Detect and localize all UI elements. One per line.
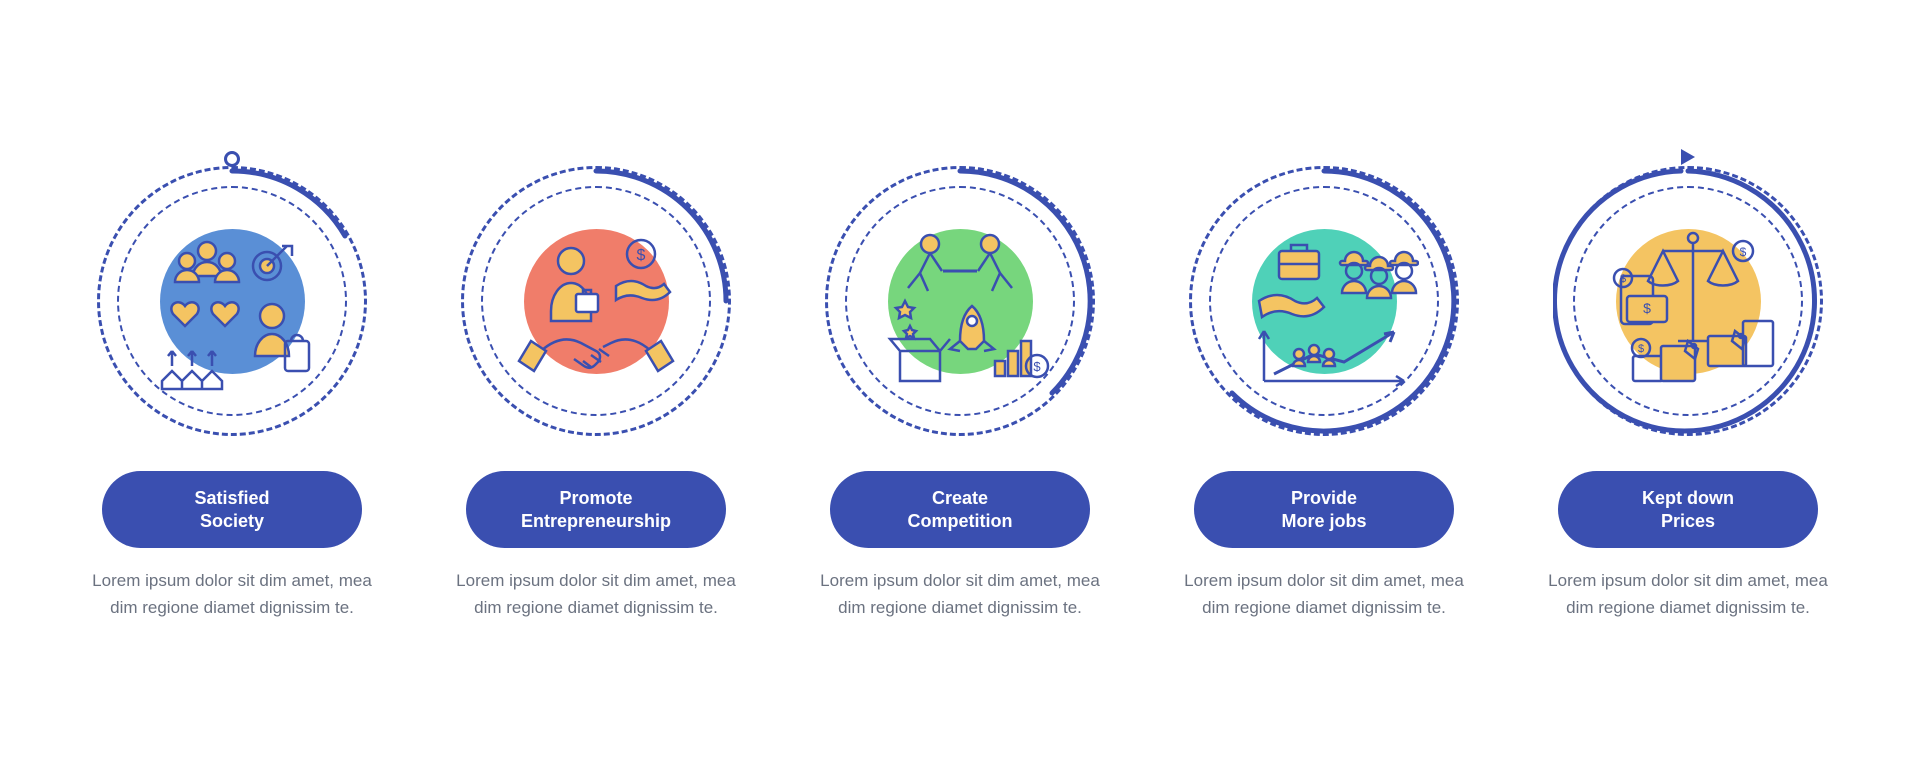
description-text: Lorem ipsum dolor sit dim amet, mea dim … (820, 568, 1100, 621)
title-line1: Promote (492, 487, 700, 510)
title-line1: Provide (1220, 487, 1428, 510)
infographic-item-promote-entrepreneurship: $ Promote Entrepreneurship Lorem ipsum d… (444, 161, 748, 621)
infographic-item-kept-down-prices: $ $ $ $ (1536, 161, 1840, 621)
title-line2: Competition (856, 510, 1064, 533)
svg-text:$: $ (1740, 245, 1747, 259)
society-icon (137, 206, 327, 396)
infographic-item-satisfied-society: Satisfied Society Lorem ipsum dolor sit … (80, 161, 384, 621)
svg-text:$: $ (1643, 300, 1651, 316)
title-line2: Society (128, 510, 336, 533)
infographic-item-create-competition: $ Create Competition Lorem ipsum dolor s… (808, 161, 1112, 621)
svg-text:$: $ (637, 247, 646, 264)
description-text: Lorem ipsum dolor sit dim amet, mea dim … (1184, 568, 1464, 621)
circle-wrap: $ $ $ $ (1548, 161, 1828, 441)
svg-text:$: $ (1620, 273, 1626, 285)
end-arrow-icon (1681, 149, 1695, 165)
prices-icon: $ $ $ $ (1593, 206, 1783, 396)
circle-wrap (92, 161, 372, 441)
title-pill: Promote Entrepreneurship (466, 471, 726, 548)
title-line1: Kept down (1584, 487, 1792, 510)
circle-wrap: $ (820, 161, 1100, 441)
title-line2: Entrepreneurship (492, 510, 700, 533)
description-text: Lorem ipsum dolor sit dim amet, mea dim … (456, 568, 736, 621)
competition-icon: $ (865, 206, 1055, 396)
svg-text:$: $ (1033, 359, 1041, 374)
circle-wrap: $ (456, 161, 736, 441)
title-pill: Provide More jobs (1194, 471, 1454, 548)
svg-text:$: $ (1638, 343, 1644, 355)
jobs-icon (1229, 206, 1419, 396)
title-line2: Prices (1584, 510, 1792, 533)
description-text: Lorem ipsum dolor sit dim amet, mea dim … (1548, 568, 1828, 621)
title-line2: More jobs (1220, 510, 1428, 533)
description-text: Lorem ipsum dolor sit dim amet, mea dim … (92, 568, 372, 621)
title-pill: Kept down Prices (1558, 471, 1818, 548)
circle-wrap (1184, 161, 1464, 441)
title-line1: Satisfied (128, 487, 336, 510)
title-pill: Satisfied Society (102, 471, 362, 548)
start-dot-icon (224, 151, 240, 167)
title-line1: Create (856, 487, 1064, 510)
infographic-row: Satisfied Society Lorem ipsum dolor sit … (80, 161, 1840, 621)
entrepreneurship-icon: $ (501, 206, 691, 396)
infographic-item-provide-more-jobs: Provide More jobs Lorem ipsum dolor sit … (1172, 161, 1476, 621)
title-pill: Create Competition (830, 471, 1090, 548)
